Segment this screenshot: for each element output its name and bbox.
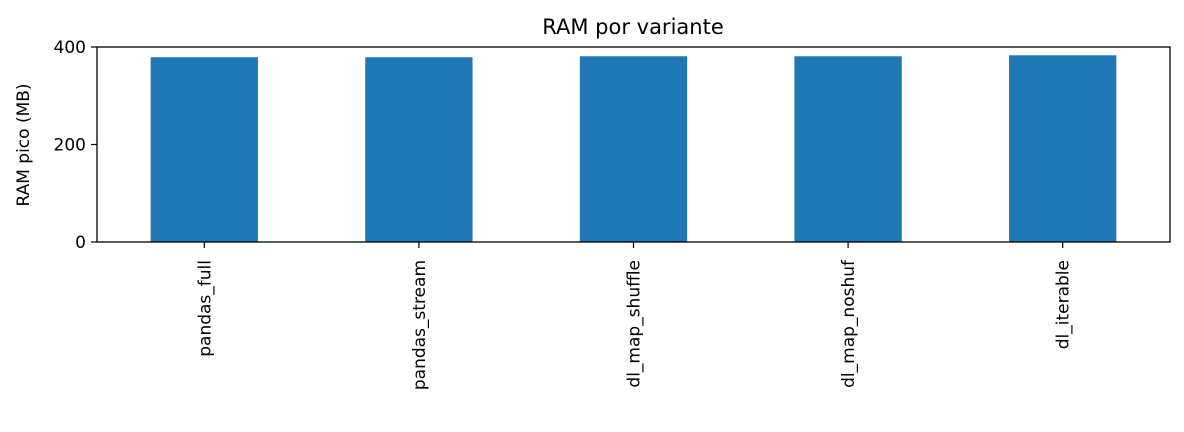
y-tick-label: 0 [75, 233, 86, 253]
x-tick-label: pandas_full [195, 260, 215, 357]
bar-dl_iterable [1009, 55, 1117, 242]
bar-pandas_full [150, 57, 258, 242]
chart-title: RAM por variante [542, 15, 723, 39]
x-tick-label: dl_map_noshuf [839, 259, 859, 388]
y-tick-label: 400 [54, 38, 86, 58]
bar-dl_map_noshuf [794, 56, 902, 243]
bars-group [150, 55, 1117, 243]
y-axis-label: RAM pico (MB) [14, 83, 34, 206]
x-axis: pandas_full pandas_stream dl_map_shuffle dl… [195, 242, 1074, 390]
plot-frame [96, 46, 1171, 243]
x-tick-label: dl_map_shuffle [625, 260, 645, 388]
bar-dl_map_shuffle [579, 56, 688, 243]
x-tick-label: pandas_stream [410, 260, 430, 390]
x-tick-label: dl_iterable [1054, 260, 1074, 349]
y-axis: 0 200 400 [54, 38, 97, 253]
bar-pandas_stream [365, 57, 473, 242]
y-tick-label: 200 [54, 136, 86, 156]
